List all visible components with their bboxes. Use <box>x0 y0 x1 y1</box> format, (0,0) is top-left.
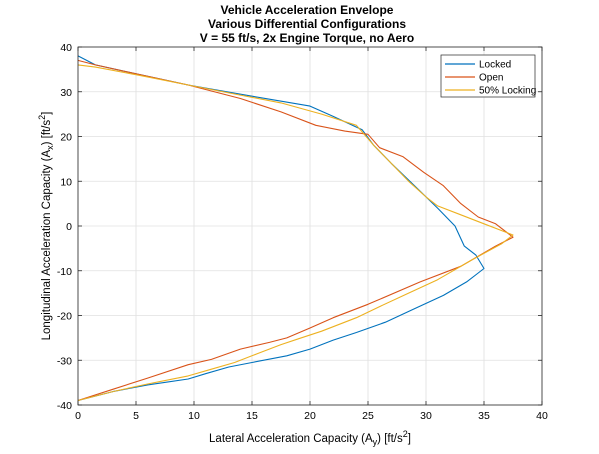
legend-label: Open <box>479 73 503 84</box>
x-tick-label: 10 <box>188 410 200 422</box>
axis-ticks: 0 5 10 15 20 25 30 35 40 -40 -30 -20 -10 0 10 20 30 40 <box>57 42 548 422</box>
y-tick-label: 10 <box>60 176 72 188</box>
legend: Locked Open 50% Locking <box>440 54 536 98</box>
series-line-open <box>77 59 514 402</box>
x-axis-label: Lateral Acceleration Capacity (Ay) [ft/s… <box>209 429 411 447</box>
x-tick-label: 40 <box>536 410 548 422</box>
chart-title-line-2: Various Differential Configurations <box>208 17 406 31</box>
y-tick-label: -30 <box>57 355 72 367</box>
chart-title-line-3: V = 55 ft/s, 2x Engine Torque, no Aero <box>200 31 414 45</box>
y-tick-label: 0 <box>66 221 72 233</box>
y-tick-label: 20 <box>60 132 72 144</box>
y-tick-label: 40 <box>60 42 72 54</box>
chart-title-line-1: Vehicle Acceleration Envelope <box>221 3 394 17</box>
legend-label: Locked <box>479 60 511 71</box>
x-tick-label: 35 <box>478 410 490 422</box>
legend-label: 50% Locking <box>479 86 536 97</box>
y-axis-label: Longitudinal Acceleration Capacity (Ax) … <box>37 112 55 341</box>
x-tick-label: 0 <box>75 410 81 422</box>
x-tick-label: 5 <box>133 410 139 422</box>
y-tick-label: -20 <box>57 311 72 323</box>
x-tick-label: 25 <box>362 410 374 422</box>
x-tick-label: 20 <box>304 410 316 422</box>
y-tick-label: -40 <box>57 400 72 412</box>
series-group <box>77 55 514 402</box>
y-tick-label: -10 <box>57 266 72 278</box>
x-tick-label: 15 <box>246 410 258 422</box>
y-tick-label: 30 <box>60 87 72 99</box>
series-line-50-locking <box>77 64 514 402</box>
series-line-locked <box>77 55 485 402</box>
x-tick-label: 30 <box>420 410 432 422</box>
